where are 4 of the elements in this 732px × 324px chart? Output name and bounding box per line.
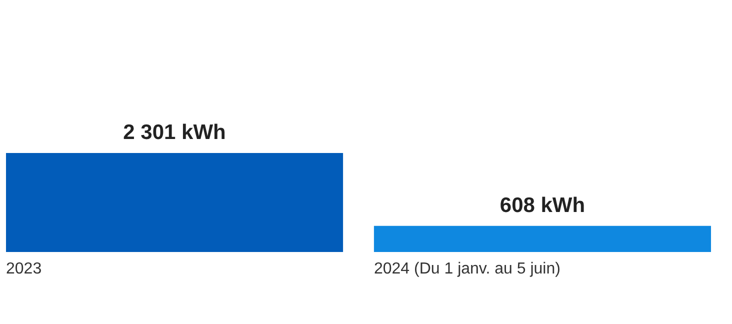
data-label: 2 301 kWh [123,121,226,144]
data-label: 608 kWh [500,194,586,217]
x-tick-label: 2023 [6,260,42,278]
x-tick-label: 2024 (Du 1 janv. au 5 juin) [374,260,560,278]
